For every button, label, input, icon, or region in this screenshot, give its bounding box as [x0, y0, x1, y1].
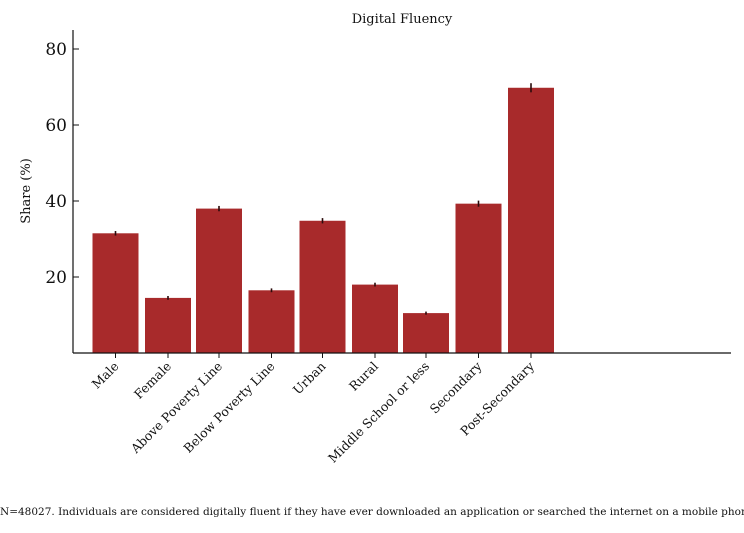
y-tick-label: 40 [45, 192, 67, 212]
bar [455, 203, 502, 353]
bar [145, 297, 191, 353]
x-tick-label: Below Poverty Line [180, 359, 277, 456]
bar [508, 87, 554, 353]
footnote: N=48027. Individuals are considered digi… [0, 506, 744, 518]
bar [299, 220, 346, 353]
digital-fluency-chart: Digital Fluency Share (%) 20 40 60 80 Male F… [19, 12, 731, 466]
bar [196, 208, 242, 353]
chart-title: Digital Fluency [352, 12, 453, 27]
x-tick-label: Male [89, 359, 122, 392]
y-tick-label: 60 [45, 116, 67, 136]
x-tick-label: Rural [346, 359, 381, 394]
x-tick-label: Middle School or less [325, 359, 432, 466]
x-tick-label: Urban [290, 359, 329, 398]
x-tick-label: Above Poverty Line [127, 359, 225, 457]
x-tick-label: Female [131, 359, 174, 402]
bar [403, 313, 449, 353]
y-tick-label: 80 [45, 40, 67, 60]
bar [92, 233, 139, 353]
y-tick-label: 20 [45, 268, 67, 288]
bars [92, 83, 554, 353]
y-axis: 20 40 60 80 [45, 30, 79, 353]
y-axis-label: Share (%) [19, 158, 34, 224]
bar [248, 290, 295, 353]
bar [352, 284, 398, 353]
